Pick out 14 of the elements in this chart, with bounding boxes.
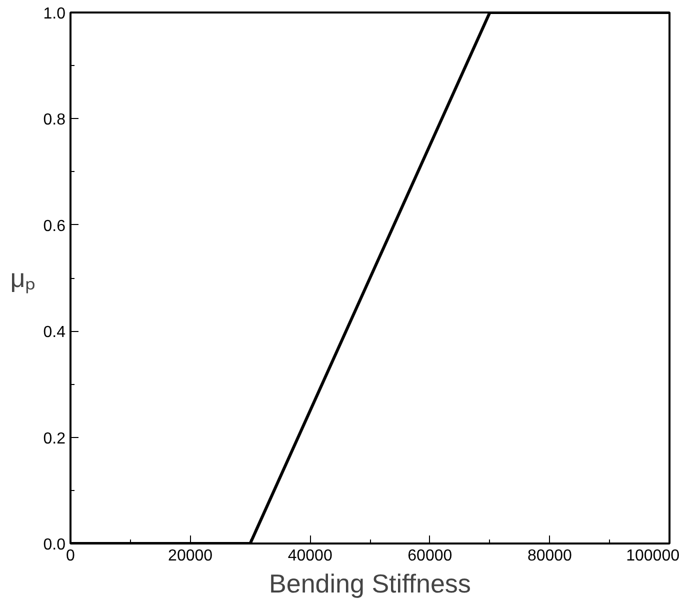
y-tick-label: 0.4	[43, 324, 66, 342]
y-tick-label: 0.0	[43, 536, 66, 554]
y-tick-label: 0.6	[43, 218, 66, 235]
x-tick-label: 0	[66, 548, 76, 564]
x-tick-label: 60000	[408, 548, 452, 564]
x-axis-title: Bending Stiffness	[269, 568, 471, 598]
x-tick-label: 40000	[288, 548, 332, 564]
x-tick-label: 80000	[527, 548, 572, 564]
x-tick-label: 20000	[168, 548, 213, 564]
y-axis-title: μₚ	[10, 263, 36, 294]
y-tick-label: 0.8	[43, 112, 66, 129]
y-tick-label: 0.2	[43, 430, 66, 448]
y-tick-label: 1.0	[43, 6, 66, 22]
x-tick-label: 100000	[626, 548, 679, 564]
